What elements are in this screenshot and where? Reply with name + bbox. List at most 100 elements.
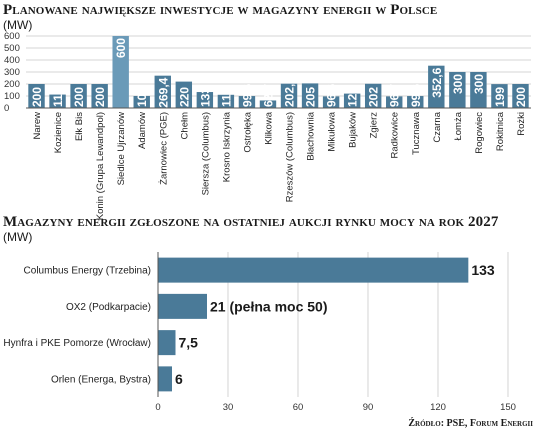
source-note: Źródło: PSE, Forum Energii	[408, 418, 533, 429]
chart1-value-label: 62,7	[261, 83, 275, 107]
chart1-category-label: Bujaków	[348, 112, 359, 148]
chart1-value-label: 200	[72, 87, 86, 107]
chart1-bar	[175, 81, 193, 108]
chart1-value-label: 100	[135, 87, 149, 107]
chart1-category-label: Ostrołęka	[242, 111, 253, 152]
chart1-bar	[428, 65, 445, 108]
chart1-y-tick-label: 200	[4, 79, 20, 90]
chart1-category-label: Adamów	[137, 112, 148, 149]
chart1-category-label: Ełk Bis	[74, 112, 85, 141]
chart1-bar	[70, 84, 87, 108]
chart1-category-label: Rożki	[516, 112, 527, 136]
chart1-category-label: Krosno Iskrzynia	[221, 111, 232, 182]
chart1-bar	[449, 72, 466, 108]
chart1-bar	[49, 94, 66, 108]
chart1-bar	[133, 96, 150, 108]
chart1-bar	[91, 84, 108, 108]
chart1-title: Planowane największe inwestycje w magazy…	[3, 2, 438, 18]
chart2-value-label: 6	[175, 371, 183, 387]
chart1-bar	[470, 72, 487, 108]
chart1-bar	[491, 84, 508, 108]
chart1-bar	[364, 83, 382, 108]
chart1-category-label: Tucznawa	[411, 111, 422, 155]
chart1-value-label: 96,7	[388, 83, 402, 107]
chart1-category-label: Rokitnica	[495, 111, 506, 151]
chart1-category-label: Czarna	[432, 111, 443, 142]
chart1-bar	[112, 36, 129, 108]
chart2-x-tick-label: 0	[155, 402, 160, 413]
chart2-x-tick-label: 90	[363, 402, 374, 413]
chart1-bar	[386, 96, 403, 108]
chart2-title: Magazyny energii zgłoszone na ostatniej …	[3, 214, 499, 230]
chart1-value-label: 200	[30, 87, 44, 107]
chart1-category-label: Mikułowa	[327, 111, 338, 151]
chart1-bar	[301, 83, 319, 108]
chart1-value-label: 199	[493, 87, 507, 107]
chart1-y-tick-label: 0	[4, 103, 9, 114]
chart1-bar	[322, 96, 340, 108]
chart2-value-label: 7,5	[179, 335, 199, 351]
chart1-value-label: 300	[451, 74, 465, 94]
chart2-category-label: Hynfra i PKE Pomorze (Wrocław)	[3, 338, 151, 349]
chart1-value-label: 205	[304, 87, 318, 107]
chart1-value-label: 133	[198, 87, 212, 107]
chart1-y-tick-label: 500	[4, 43, 20, 54]
chart1-value-label: 200	[93, 87, 107, 107]
chart1-bar	[154, 75, 171, 108]
chart1-category-label: Siersza (Columbus)	[200, 112, 211, 195]
chart1-value-label: 352,6	[430, 67, 444, 97]
chart1-category-label: Klikowa	[263, 111, 274, 144]
chart2-unit: (MW)	[3, 230, 33, 244]
chart1-value-label: 120	[346, 87, 360, 107]
chart2-bar	[158, 366, 172, 392]
chart1-y-tick-label: 100	[4, 91, 20, 102]
chart1-category-label: Zgierz	[369, 112, 380, 139]
chart1-unit: (MW)	[3, 18, 33, 32]
chart2-x-tick-label: 30	[223, 402, 234, 413]
chart2-x-tick-label: 150	[500, 402, 516, 413]
chart1-category-label: Rogowiec	[474, 112, 485, 154]
chart1-value-label: 99,6	[240, 83, 254, 107]
chart1-value-label: 200	[514, 87, 528, 107]
chart2-bar	[158, 330, 176, 356]
chart2-x-tick-label: 120	[430, 402, 446, 413]
chart1-bar	[512, 84, 529, 108]
chart2-bar	[158, 257, 469, 283]
chart1-value-label: 202,5	[283, 77, 297, 107]
chart1-bar	[343, 93, 361, 108]
chart1-category-label: Kozienice	[53, 112, 64, 153]
chart1-value-label: 112	[51, 87, 65, 107]
chart1-category-label: Siedlce Ujrzanów	[116, 112, 127, 186]
chart1-bar	[28, 84, 45, 108]
chart1-value-label: 220	[177, 87, 191, 107]
chart1-category-label: Radkowice	[390, 112, 401, 158]
chart1-y-tick-label: 600	[4, 31, 20, 42]
chart1-bar	[196, 92, 214, 108]
chart1-bar	[217, 94, 235, 108]
chart2-value-label: 133	[471, 262, 495, 278]
chart2-category-label: OX2 (Podkarpacie)	[66, 302, 151, 313]
chart2-category-label: Columbus Energy (Trzebina)	[24, 266, 151, 277]
chart1-bar	[259, 100, 277, 108]
chart1-value-label: 269,4	[156, 77, 170, 107]
chart1-category-label: Łomża	[453, 111, 464, 140]
chart1-bar	[280, 83, 298, 108]
chart1-value-label: 110	[219, 87, 233, 107]
chart1-category-label: Konin (Grupa Lewandpol)	[95, 112, 106, 220]
chart1-category-label: Rzeszów (Columbus)	[285, 112, 296, 202]
chart1-value-label: 99,6	[409, 83, 423, 107]
chart2-bar	[158, 293, 207, 319]
chart1-value-label: 600	[114, 38, 128, 58]
chart2-x-tick-label: 60	[293, 402, 304, 413]
chart2-value-label: 21 (pełna moc 50)	[210, 298, 328, 314]
chart1-value-label: 202	[367, 87, 381, 107]
chart1-category-label: Narew	[32, 112, 43, 140]
chart1-y-tick-label: 400	[4, 55, 20, 66]
chart2-category-label: Orlen (Energa, Bystra)	[51, 374, 151, 385]
chart1-bar	[407, 96, 424, 108]
chart1-value-label: 96,6	[325, 83, 339, 107]
chart1-category-label: Żarnowiec (PGE)	[158, 112, 169, 185]
chart1-category-label: Błachownia	[306, 111, 317, 160]
chart1-category-label: Chełm	[179, 112, 190, 140]
